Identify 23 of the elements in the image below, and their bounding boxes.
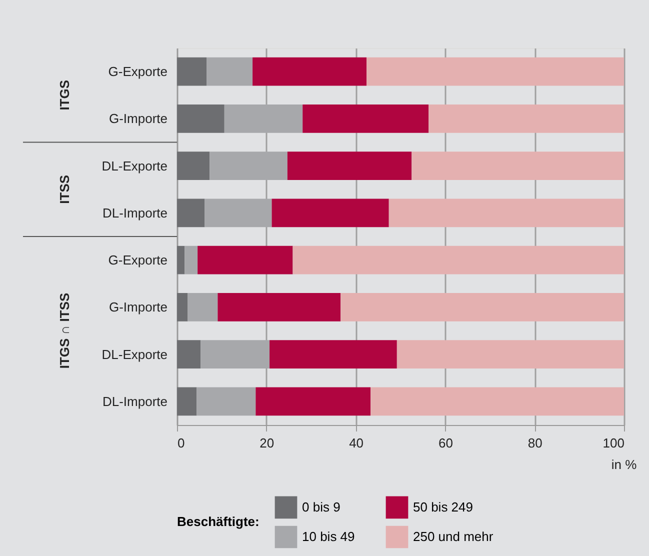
legend-label: 10 bis 49 (302, 529, 355, 544)
x-tick-label: 100 (602, 436, 624, 450)
x-tick-label: 60 (438, 436, 453, 450)
y-tick-label: G-Exporte (108, 64, 168, 80)
y-tick-label: DL-Exporte (102, 346, 168, 362)
x-tick-label: 80 (528, 436, 542, 450)
y-tick-label: DL-Exporte (102, 158, 168, 174)
text: ITGS ∩ ITSS (57, 292, 72, 369)
text: ITGS (57, 80, 72, 110)
legend-label: 50 bis 249 (413, 499, 473, 514)
legend-title: Beschäftigte: (177, 514, 260, 529)
y-tick-label: G-Importe (108, 111, 168, 126)
y-tick-label: DL-Importe (102, 394, 168, 409)
legend-label: 0 bis 9 (302, 499, 340, 514)
text: ITSS (57, 174, 72, 204)
x-tick-label: 40 (349, 436, 364, 450)
x-tick-label: 0 (178, 436, 185, 450)
y-tick-label: G-Importe (108, 300, 168, 315)
y-tick-label: G-Exporte (108, 252, 168, 268)
legend-label: 250 und mehr (413, 529, 494, 544)
x-tick-label: 20 (260, 436, 274, 450)
x-axis-title: in % (611, 457, 638, 472)
y-tick-label: DL-Importe (102, 205, 168, 220)
